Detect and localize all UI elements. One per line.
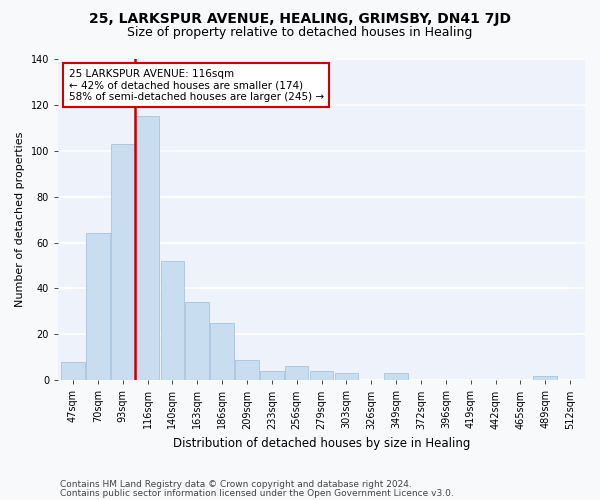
Text: 25 LARKSPUR AVENUE: 116sqm
← 42% of detached houses are smaller (174)
58% of sem: 25 LARKSPUR AVENUE: 116sqm ← 42% of deta… <box>68 68 324 102</box>
Text: Size of property relative to detached houses in Healing: Size of property relative to detached ho… <box>127 26 473 39</box>
Y-axis label: Number of detached properties: Number of detached properties <box>15 132 25 308</box>
Bar <box>533 376 557 380</box>
Bar <box>61 362 85 380</box>
Bar <box>136 116 160 380</box>
Text: Contains public sector information licensed under the Open Government Licence v3: Contains public sector information licen… <box>60 488 454 498</box>
Bar <box>335 374 358 380</box>
Text: 25, LARKSPUR AVENUE, HEALING, GRIMSBY, DN41 7JD: 25, LARKSPUR AVENUE, HEALING, GRIMSBY, D… <box>89 12 511 26</box>
Bar <box>86 234 110 380</box>
Bar <box>384 374 408 380</box>
Bar <box>235 360 259 380</box>
Bar <box>185 302 209 380</box>
Bar <box>310 371 334 380</box>
Bar <box>161 261 184 380</box>
Bar <box>285 366 308 380</box>
Text: Contains HM Land Registry data © Crown copyright and database right 2024.: Contains HM Land Registry data © Crown c… <box>60 480 412 489</box>
Bar <box>111 144 134 380</box>
X-axis label: Distribution of detached houses by size in Healing: Distribution of detached houses by size … <box>173 437 470 450</box>
Bar <box>260 371 284 380</box>
Bar <box>211 323 234 380</box>
